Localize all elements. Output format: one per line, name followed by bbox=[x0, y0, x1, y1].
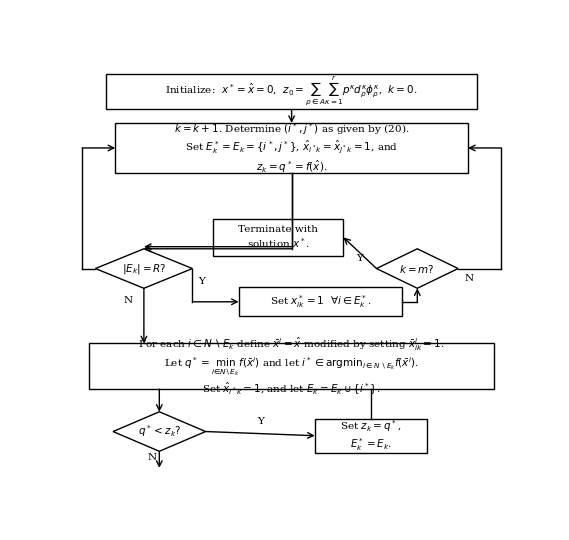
Text: $q^* < z_k?$: $q^* < z_k?$ bbox=[138, 424, 181, 440]
Text: $k = m?$: $k = m?$ bbox=[399, 262, 435, 274]
Polygon shape bbox=[377, 249, 458, 288]
Text: Terminate with
solution $x^*$.: Terminate with solution $x^*$. bbox=[238, 225, 319, 250]
Polygon shape bbox=[113, 412, 205, 451]
FancyBboxPatch shape bbox=[213, 219, 344, 256]
Text: Initialize:  $x^* = \hat{x} = 0$,  $z_0 = \sum_{\rho \in A} \sum_{\kappa=1}^{r} : Initialize: $x^* = \hat{x} = 0$, $z_0 = … bbox=[166, 75, 418, 109]
Text: $k = k+1$. Determine $(i^*, j^*)$ as given by (20).
Set $E^*_k = E_k = \{i^*, j^: $k = k+1$. Determine $(i^*, j^*)$ as giv… bbox=[174, 121, 409, 175]
Text: Y: Y bbox=[257, 417, 263, 426]
Text: Y: Y bbox=[357, 254, 364, 262]
Polygon shape bbox=[96, 249, 192, 288]
Text: Y: Y bbox=[198, 276, 205, 286]
FancyBboxPatch shape bbox=[106, 74, 477, 110]
FancyBboxPatch shape bbox=[315, 418, 427, 453]
Text: $|E_k| = R?$: $|E_k| = R?$ bbox=[122, 261, 166, 275]
Text: N: N bbox=[464, 274, 473, 284]
Text: N: N bbox=[124, 296, 133, 305]
Text: Set $z_k = q^*$,
$E^*_k = E_k$.: Set $z_k = q^*$, $E^*_k = E_k$. bbox=[340, 418, 402, 453]
Text: For each $i \in N \setminus E_k$ define $\bar{x}^i = \hat{x}$ modified by settin: For each $i \in N \setminus E_k$ define … bbox=[138, 336, 445, 397]
FancyBboxPatch shape bbox=[89, 343, 494, 389]
FancyBboxPatch shape bbox=[115, 123, 468, 173]
Text: Set $x^*_{ik} = 1$  $\forall i \in E^*_k$.: Set $x^*_{ik} = 1$ $\forall i \in E^*_k$… bbox=[270, 293, 371, 310]
FancyBboxPatch shape bbox=[238, 287, 402, 316]
Text: N: N bbox=[148, 453, 157, 462]
